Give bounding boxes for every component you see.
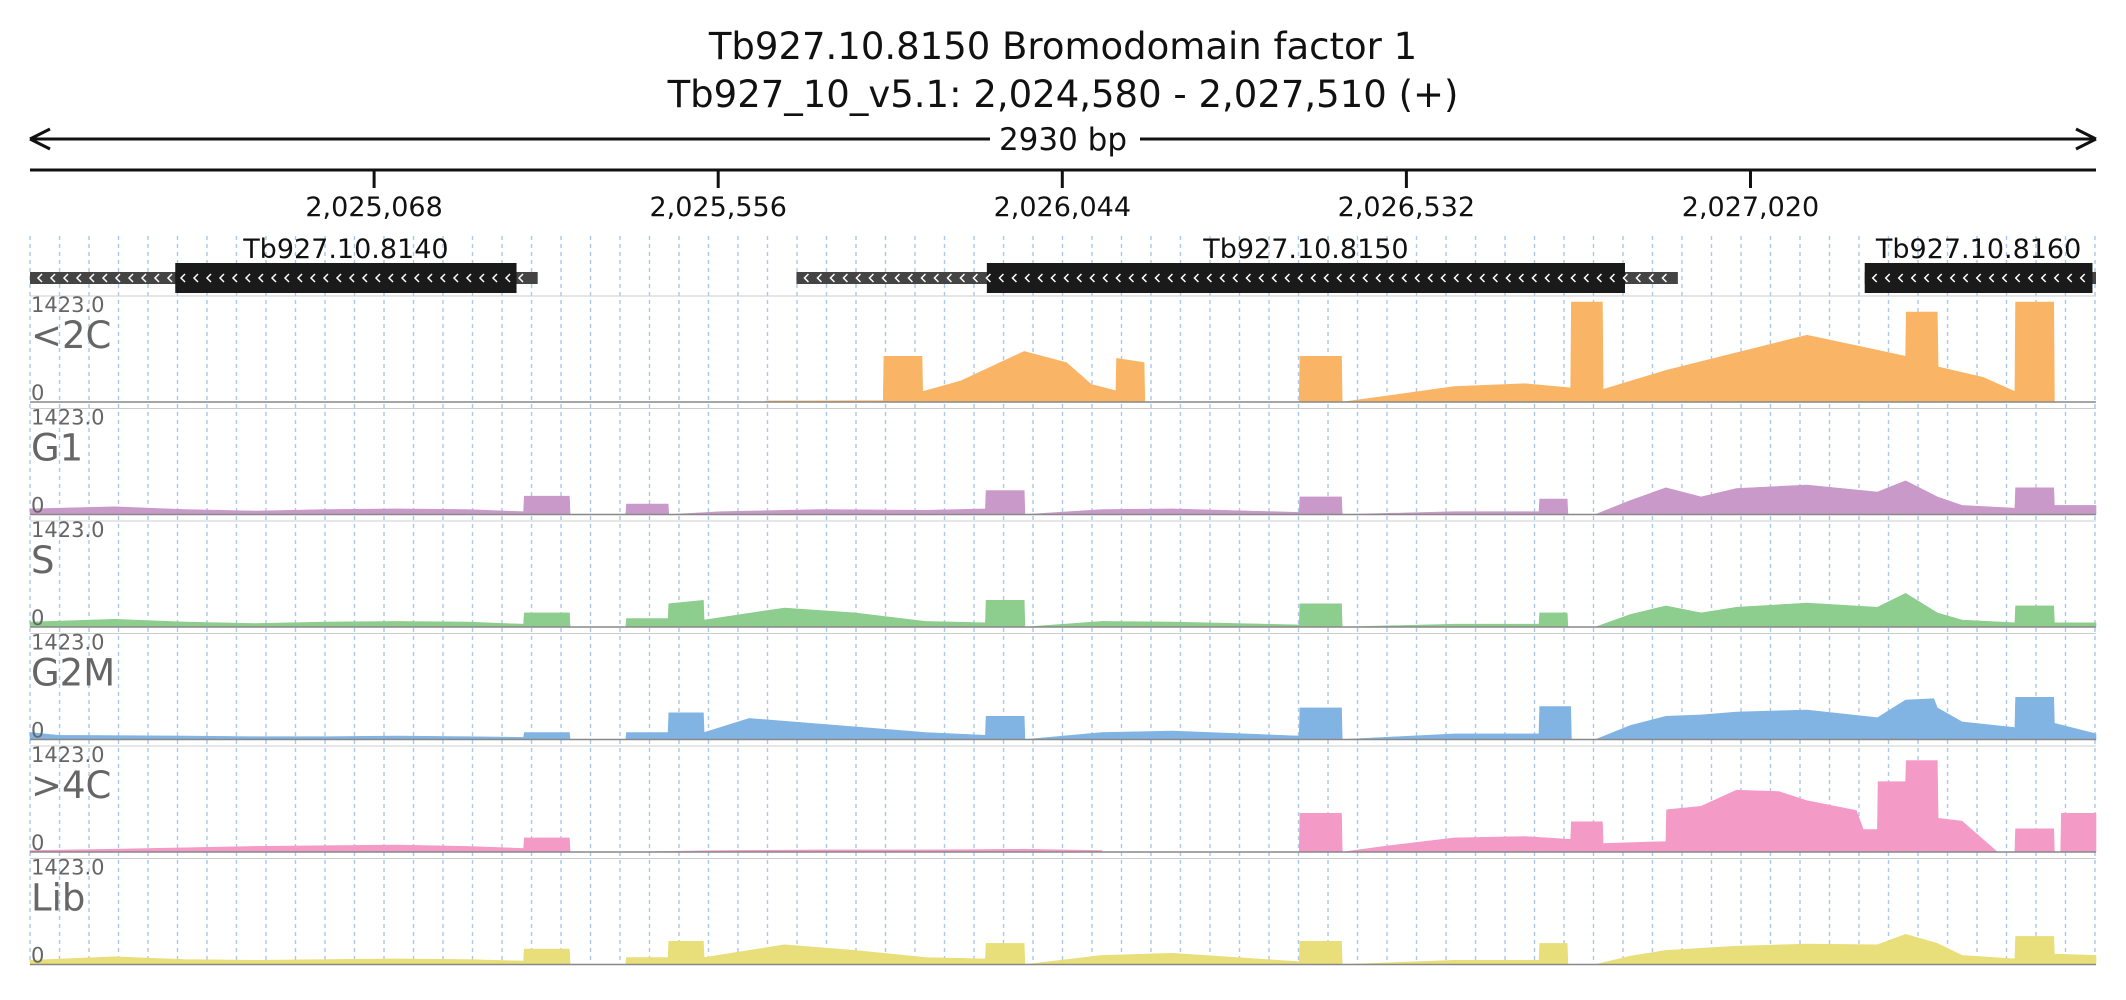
coverage-tracks: 1423.0<2C01423.0G101423.0S01423.0G2M0142… xyxy=(29,293,2097,968)
track-1: 1423.0G1 0 xyxy=(29,406,2097,518)
track-2: 1423.0S 0 xyxy=(29,518,2097,630)
track-ymax-label: 1423.0 xyxy=(31,631,104,655)
gene-label: Tb927.10.8140 xyxy=(242,234,448,265)
gene-label: Tb927.10.8150 xyxy=(1202,234,1408,265)
gene-model: Tb927.10.8140 xyxy=(30,234,538,293)
track-name: S xyxy=(31,539,55,582)
strand-chevron-icon xyxy=(803,273,1667,283)
track-ymax-label: 1423.0 xyxy=(31,406,104,430)
gene-cds xyxy=(986,263,1625,293)
track-ymax-label: 1423.0 xyxy=(31,856,104,880)
coverage-area xyxy=(29,933,2097,965)
track-name: G1 xyxy=(31,427,83,470)
axis-tick-label: 2,026,532 xyxy=(1338,192,1475,223)
gene-cds xyxy=(175,263,517,293)
track-ymin-label: 0 xyxy=(31,494,44,518)
gene-model: Tb927.10.8160 xyxy=(1864,234,2096,293)
grid-lines xyxy=(29,236,2096,962)
track-ymin-label: 0 xyxy=(31,606,44,630)
axis-tick-label: 2,026,044 xyxy=(994,192,1131,223)
coverage-area xyxy=(29,480,2097,515)
locus-title: Tb927_10_v5.1: 2,024,580 - 2,027,510 (+) xyxy=(667,73,1459,116)
gene-track: Tb927.10.8140 Tb927.10.8150 Tb927.10.8160 xyxy=(30,234,2096,293)
track-4: 1423.0>4C 0 xyxy=(29,743,2097,855)
coverage-area xyxy=(29,697,2097,740)
strand-chevron-icon xyxy=(1871,273,2086,283)
coordinate-axis: 2,025,068 2,025,556 2,026,044 2,026,532 2,02… xyxy=(30,168,2096,223)
gene-title: Tb927.10.8150 Bromodomain factor 1 xyxy=(708,25,1417,68)
coverage-area xyxy=(29,592,2097,628)
track-name: >4C xyxy=(31,764,111,807)
track-ymin-label: 0 xyxy=(31,944,44,968)
gene-model: Tb927.10.8150 xyxy=(796,234,1678,293)
coverage-area xyxy=(30,301,2096,403)
track-0: 1423.0<2C 0 xyxy=(30,293,2096,405)
track-name: Lib xyxy=(31,877,85,920)
track-ymax-label: 1423.0 xyxy=(31,293,104,317)
track-name: <2C xyxy=(31,314,111,357)
axis-tick-label: 2,027,020 xyxy=(1682,192,1819,223)
track-ymin-label: 0 xyxy=(31,381,44,405)
axis-tick-label: 2,025,556 xyxy=(649,192,786,223)
strand-chevron-icon xyxy=(36,273,524,283)
gene-label: Tb927.10.8160 xyxy=(1875,234,2081,265)
arrow-left-icon xyxy=(29,127,51,151)
arrow-right-icon xyxy=(2075,127,2097,151)
track-ymax-label: 1423.0 xyxy=(31,518,104,542)
track-ymin-label: 0 xyxy=(31,831,44,855)
span-length-label: 2930 bp xyxy=(999,122,1127,158)
span-arrow: 2930 bp xyxy=(29,122,2097,158)
track-ymax-label: 1423.0 xyxy=(31,743,104,767)
track-ymin-label: 0 xyxy=(31,719,44,743)
axis-tick-label: 2,025,068 xyxy=(305,192,442,223)
track-name: G2M xyxy=(31,652,115,695)
